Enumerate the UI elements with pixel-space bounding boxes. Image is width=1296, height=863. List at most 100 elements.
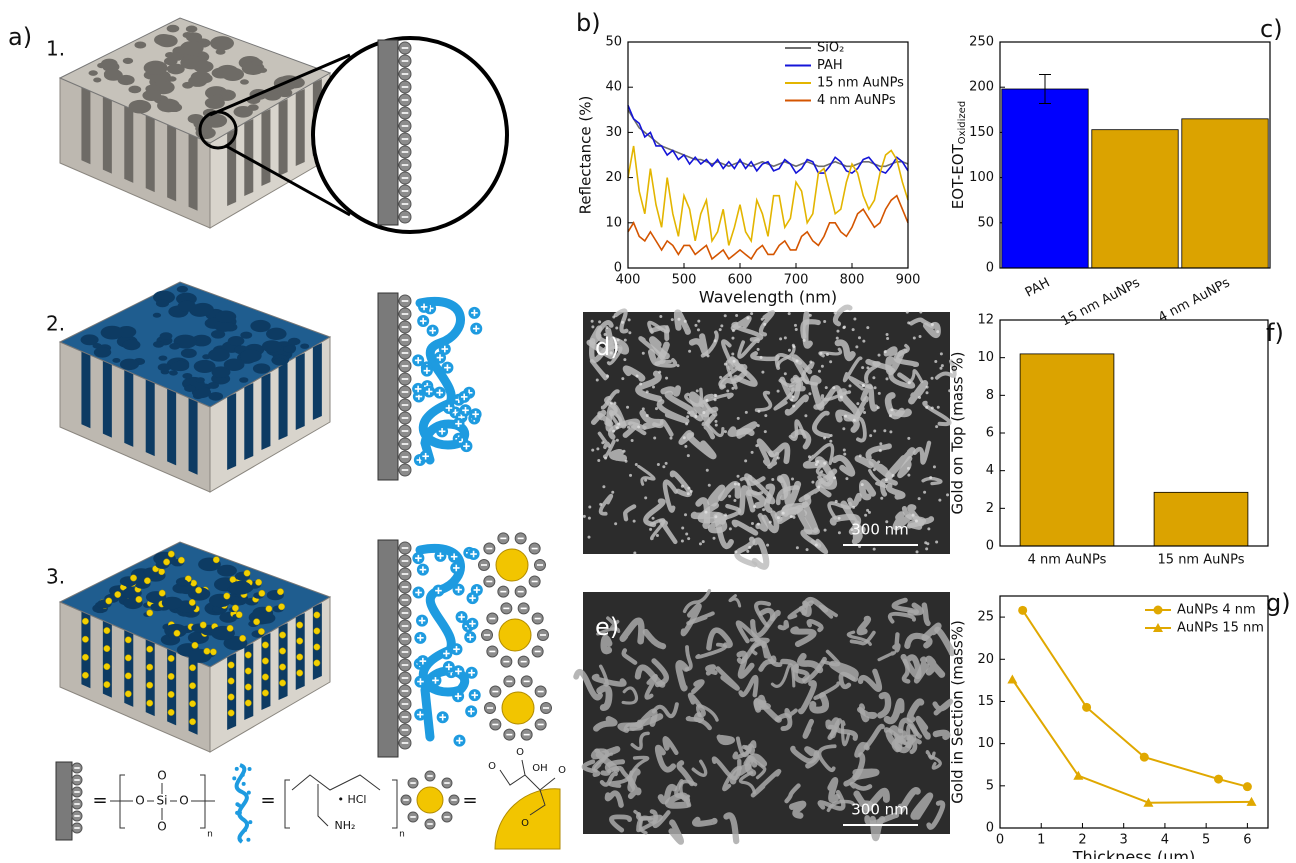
sem-particle	[815, 544, 818, 547]
panel-label: f)	[1266, 319, 1284, 347]
pore	[94, 347, 111, 357]
sem-particle	[931, 377, 934, 380]
gold-dot	[168, 709, 174, 715]
sem-particle	[626, 406, 629, 409]
sem-particle	[702, 540, 705, 543]
sem-particle	[934, 360, 937, 363]
gold-dot	[189, 599, 195, 605]
sem-particle	[792, 516, 795, 519]
sem-particle	[918, 396, 921, 399]
sem-particle	[746, 550, 749, 553]
pore	[153, 341, 164, 348]
sem-particle	[788, 312, 791, 315]
polyelectrolyte	[420, 548, 465, 737]
sem-particle	[838, 531, 841, 534]
sem-particle	[906, 311, 909, 314]
gold-dot	[82, 672, 88, 678]
sem-particle	[617, 423, 620, 426]
pore	[252, 59, 263, 66]
sem-fiber	[886, 349, 895, 354]
sem-particle	[832, 386, 835, 389]
legend-label: 15 nm AuNPs	[817, 76, 904, 91]
gold-dot	[227, 625, 233, 631]
sem-particle	[795, 328, 798, 331]
gold-dot	[82, 636, 88, 642]
panel-label: b)	[576, 9, 601, 37]
sem-particle	[806, 548, 809, 551]
sem-particle	[662, 465, 665, 468]
pore-slit	[167, 124, 176, 201]
sem-particle	[829, 440, 832, 443]
sem-particle	[646, 414, 649, 417]
pore	[239, 377, 248, 383]
sem-particle	[861, 366, 864, 369]
sem-particle	[602, 485, 605, 488]
pore	[210, 36, 234, 50]
sem-particle	[856, 402, 859, 405]
figure: a) b) c) f) g) 1. 2. 3. ===OOSiOOn• HClN…	[0, 0, 1296, 859]
y-tick-label: 250	[969, 35, 994, 50]
sem-particle	[936, 330, 939, 333]
pore-slit	[167, 388, 176, 465]
sem-particle	[859, 454, 862, 457]
gold-dot	[239, 635, 245, 641]
sem-particle	[764, 414, 767, 417]
sem-particle	[707, 354, 710, 357]
sem-particle	[889, 430, 892, 433]
sem-particle	[684, 445, 687, 448]
sem-particle	[763, 323, 766, 326]
sem-particle	[606, 375, 609, 378]
gold-dot	[204, 648, 210, 654]
sem-particle	[697, 320, 700, 323]
sem-particle	[821, 365, 824, 368]
sem-particle	[874, 386, 877, 389]
sem-particle	[681, 526, 684, 529]
pore	[120, 359, 139, 370]
x-tick-label: 400	[616, 273, 641, 288]
sem-particle	[596, 378, 599, 381]
sem-particle	[657, 463, 660, 466]
sem-particle	[935, 541, 938, 544]
sem-particle	[919, 335, 922, 338]
sem-particle	[796, 359, 799, 362]
sem-particle	[853, 317, 856, 320]
sem-particle	[873, 430, 876, 433]
pore	[278, 88, 293, 97]
chem-label: =	[462, 790, 477, 811]
gold-dot	[178, 557, 184, 563]
sem-particle	[628, 331, 631, 334]
pore	[93, 78, 101, 83]
sem-particle	[869, 434, 872, 437]
sem-particle	[625, 460, 628, 463]
gold-np	[496, 549, 528, 581]
sem-particle	[937, 406, 940, 409]
gold-dot	[278, 603, 284, 609]
pore	[240, 332, 252, 339]
sem-particle	[931, 407, 934, 410]
sem-particle	[714, 339, 717, 342]
gold-dot	[125, 655, 131, 661]
pore	[229, 581, 252, 595]
y-tick-label: 0	[986, 539, 994, 554]
sem-particle	[823, 320, 826, 323]
x-tick-label: 4	[1161, 833, 1169, 848]
series-line	[1012, 680, 1251, 803]
pos-dot	[243, 828, 247, 832]
sem-particle	[737, 475, 740, 478]
sem-particle	[938, 499, 941, 502]
y-tick-label: 5	[986, 778, 994, 793]
sem-particle	[907, 437, 910, 440]
pore	[162, 597, 183, 609]
gold-dot	[125, 637, 131, 643]
pos-dot	[238, 811, 242, 815]
legend-label: AuNPs 4 nm	[1177, 603, 1256, 618]
sem-particle	[677, 318, 680, 321]
sem-particle	[883, 429, 886, 432]
sem-particle	[605, 326, 608, 329]
chem-label: • HCl	[338, 793, 367, 806]
sem-particle	[779, 337, 782, 340]
gold-dot	[262, 690, 268, 696]
sem-particle	[706, 469, 709, 472]
sem-particle	[840, 396, 843, 399]
sem-particle	[591, 325, 594, 328]
